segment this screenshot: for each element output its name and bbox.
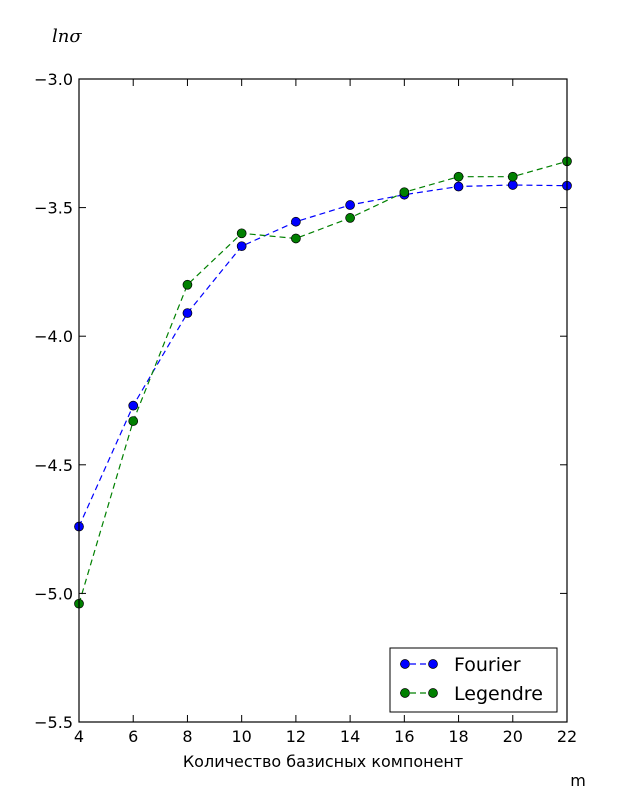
series-line-fourier <box>78 184 568 527</box>
legend-label-legendre: Legendre <box>454 683 543 705</box>
plot-frame <box>78 78 568 723</box>
legend-box <box>389 647 558 713</box>
y-tick-label: −5.0 <box>34 584 73 603</box>
y-tick-label: −3.0 <box>34 70 73 89</box>
x-ticks: 4 6 8 10 12 14 16 18 20 22 <box>74 79 577 746</box>
x-tick-label: 8 <box>182 727 192 746</box>
legend-label-fourier: Fourier <box>454 654 521 676</box>
y-tick-label: −5.5 <box>34 713 73 732</box>
y-tick-label: −4.5 <box>34 456 73 475</box>
y-tick-label: −4.0 <box>34 327 73 346</box>
x-tick-label: 14 <box>340 727 360 746</box>
data-point-fourier <box>291 216 301 227</box>
data-point-legendre <box>453 171 464 182</box>
data-point-fourier <box>128 400 139 411</box>
data-point-legendre <box>291 233 301 244</box>
legend-items: Fourier Legendre <box>400 654 543 705</box>
data-point-legendre <box>236 228 247 239</box>
data-point-fourier <box>453 181 464 192</box>
x-tick-label: 6 <box>128 727 138 746</box>
data-point-legendre <box>182 279 193 290</box>
y-tick-label: −3.5 <box>34 199 73 218</box>
y-axis-label: lnσ <box>52 26 82 47</box>
data-point-fourier <box>182 308 193 318</box>
x-axis-label: Количество базисных компонент <box>183 752 463 771</box>
legend-marker-legendre <box>428 688 438 698</box>
legend-marker-fourier <box>400 659 410 669</box>
x-tick-label: 4 <box>74 727 84 746</box>
data-point-legendre <box>128 416 139 426</box>
x-tick-label: 16 <box>394 727 414 746</box>
legend-marker-legendre <box>400 688 410 698</box>
legend-marker-fourier <box>428 659 438 669</box>
x-tick-label: 12 <box>286 727 306 746</box>
x-tick-label: 18 <box>448 727 468 746</box>
y-ticks: −3.0 −3.5 −4.0 −4.5 −5.0 −5.5 <box>34 70 567 732</box>
data-point-legendre <box>345 213 355 223</box>
x-tick-label: 20 <box>503 727 523 746</box>
legend: Fourier Legendre <box>389 647 558 713</box>
x-axis-variable-label: m <box>570 771 586 790</box>
x-tick-label: 22 <box>557 727 577 746</box>
data-point-fourier <box>236 241 247 252</box>
series-layer <box>74 156 572 609</box>
data-point-legendre <box>399 187 410 198</box>
data-point-legendre <box>507 171 518 182</box>
data-point-fourier <box>507 180 518 190</box>
series-line-legendre <box>78 160 568 604</box>
x-tick-label: 10 <box>231 727 251 746</box>
data-point-fourier <box>345 200 355 210</box>
